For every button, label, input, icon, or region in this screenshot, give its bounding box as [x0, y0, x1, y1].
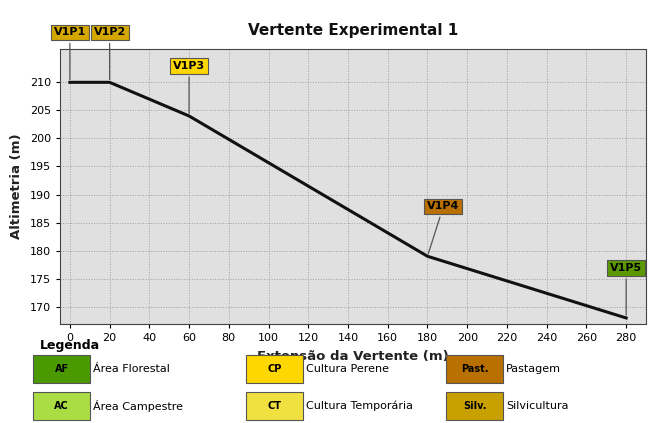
Text: V1P3: V1P3: [173, 61, 205, 113]
Text: AC: AC: [54, 401, 69, 411]
Text: Área Campestre: Área Campestre: [93, 400, 183, 412]
Text: AF: AF: [55, 364, 69, 374]
FancyBboxPatch shape: [446, 355, 503, 383]
Text: V1P4: V1P4: [427, 201, 460, 254]
Text: Pastagem: Pastagem: [506, 364, 561, 374]
Text: Legenda: Legenda: [40, 339, 100, 352]
Text: Área Florestal: Área Florestal: [93, 364, 170, 374]
Text: V1P5: V1P5: [610, 263, 642, 315]
Text: V1P1: V1P1: [54, 27, 86, 80]
FancyBboxPatch shape: [446, 392, 503, 420]
Title: Vertente Experimental 1: Vertente Experimental 1: [248, 23, 458, 38]
Text: Past.: Past.: [461, 364, 488, 374]
Text: V1P2: V1P2: [93, 27, 126, 80]
Text: Silv.: Silv.: [463, 401, 486, 411]
Text: CT: CT: [268, 401, 282, 411]
FancyBboxPatch shape: [246, 355, 303, 383]
X-axis label: Extensão da Vertente (m): Extensão da Vertente (m): [257, 349, 449, 363]
Text: CP: CP: [268, 364, 282, 374]
Text: Cultura Temporária: Cultura Temporária: [306, 401, 414, 412]
Text: Silvicultura: Silvicultura: [506, 401, 569, 411]
FancyBboxPatch shape: [33, 355, 90, 383]
Y-axis label: Altimetria (m): Altimetria (m): [10, 133, 23, 239]
Text: Cultura Perene: Cultura Perene: [306, 364, 390, 374]
FancyBboxPatch shape: [33, 392, 90, 420]
FancyBboxPatch shape: [246, 392, 303, 420]
